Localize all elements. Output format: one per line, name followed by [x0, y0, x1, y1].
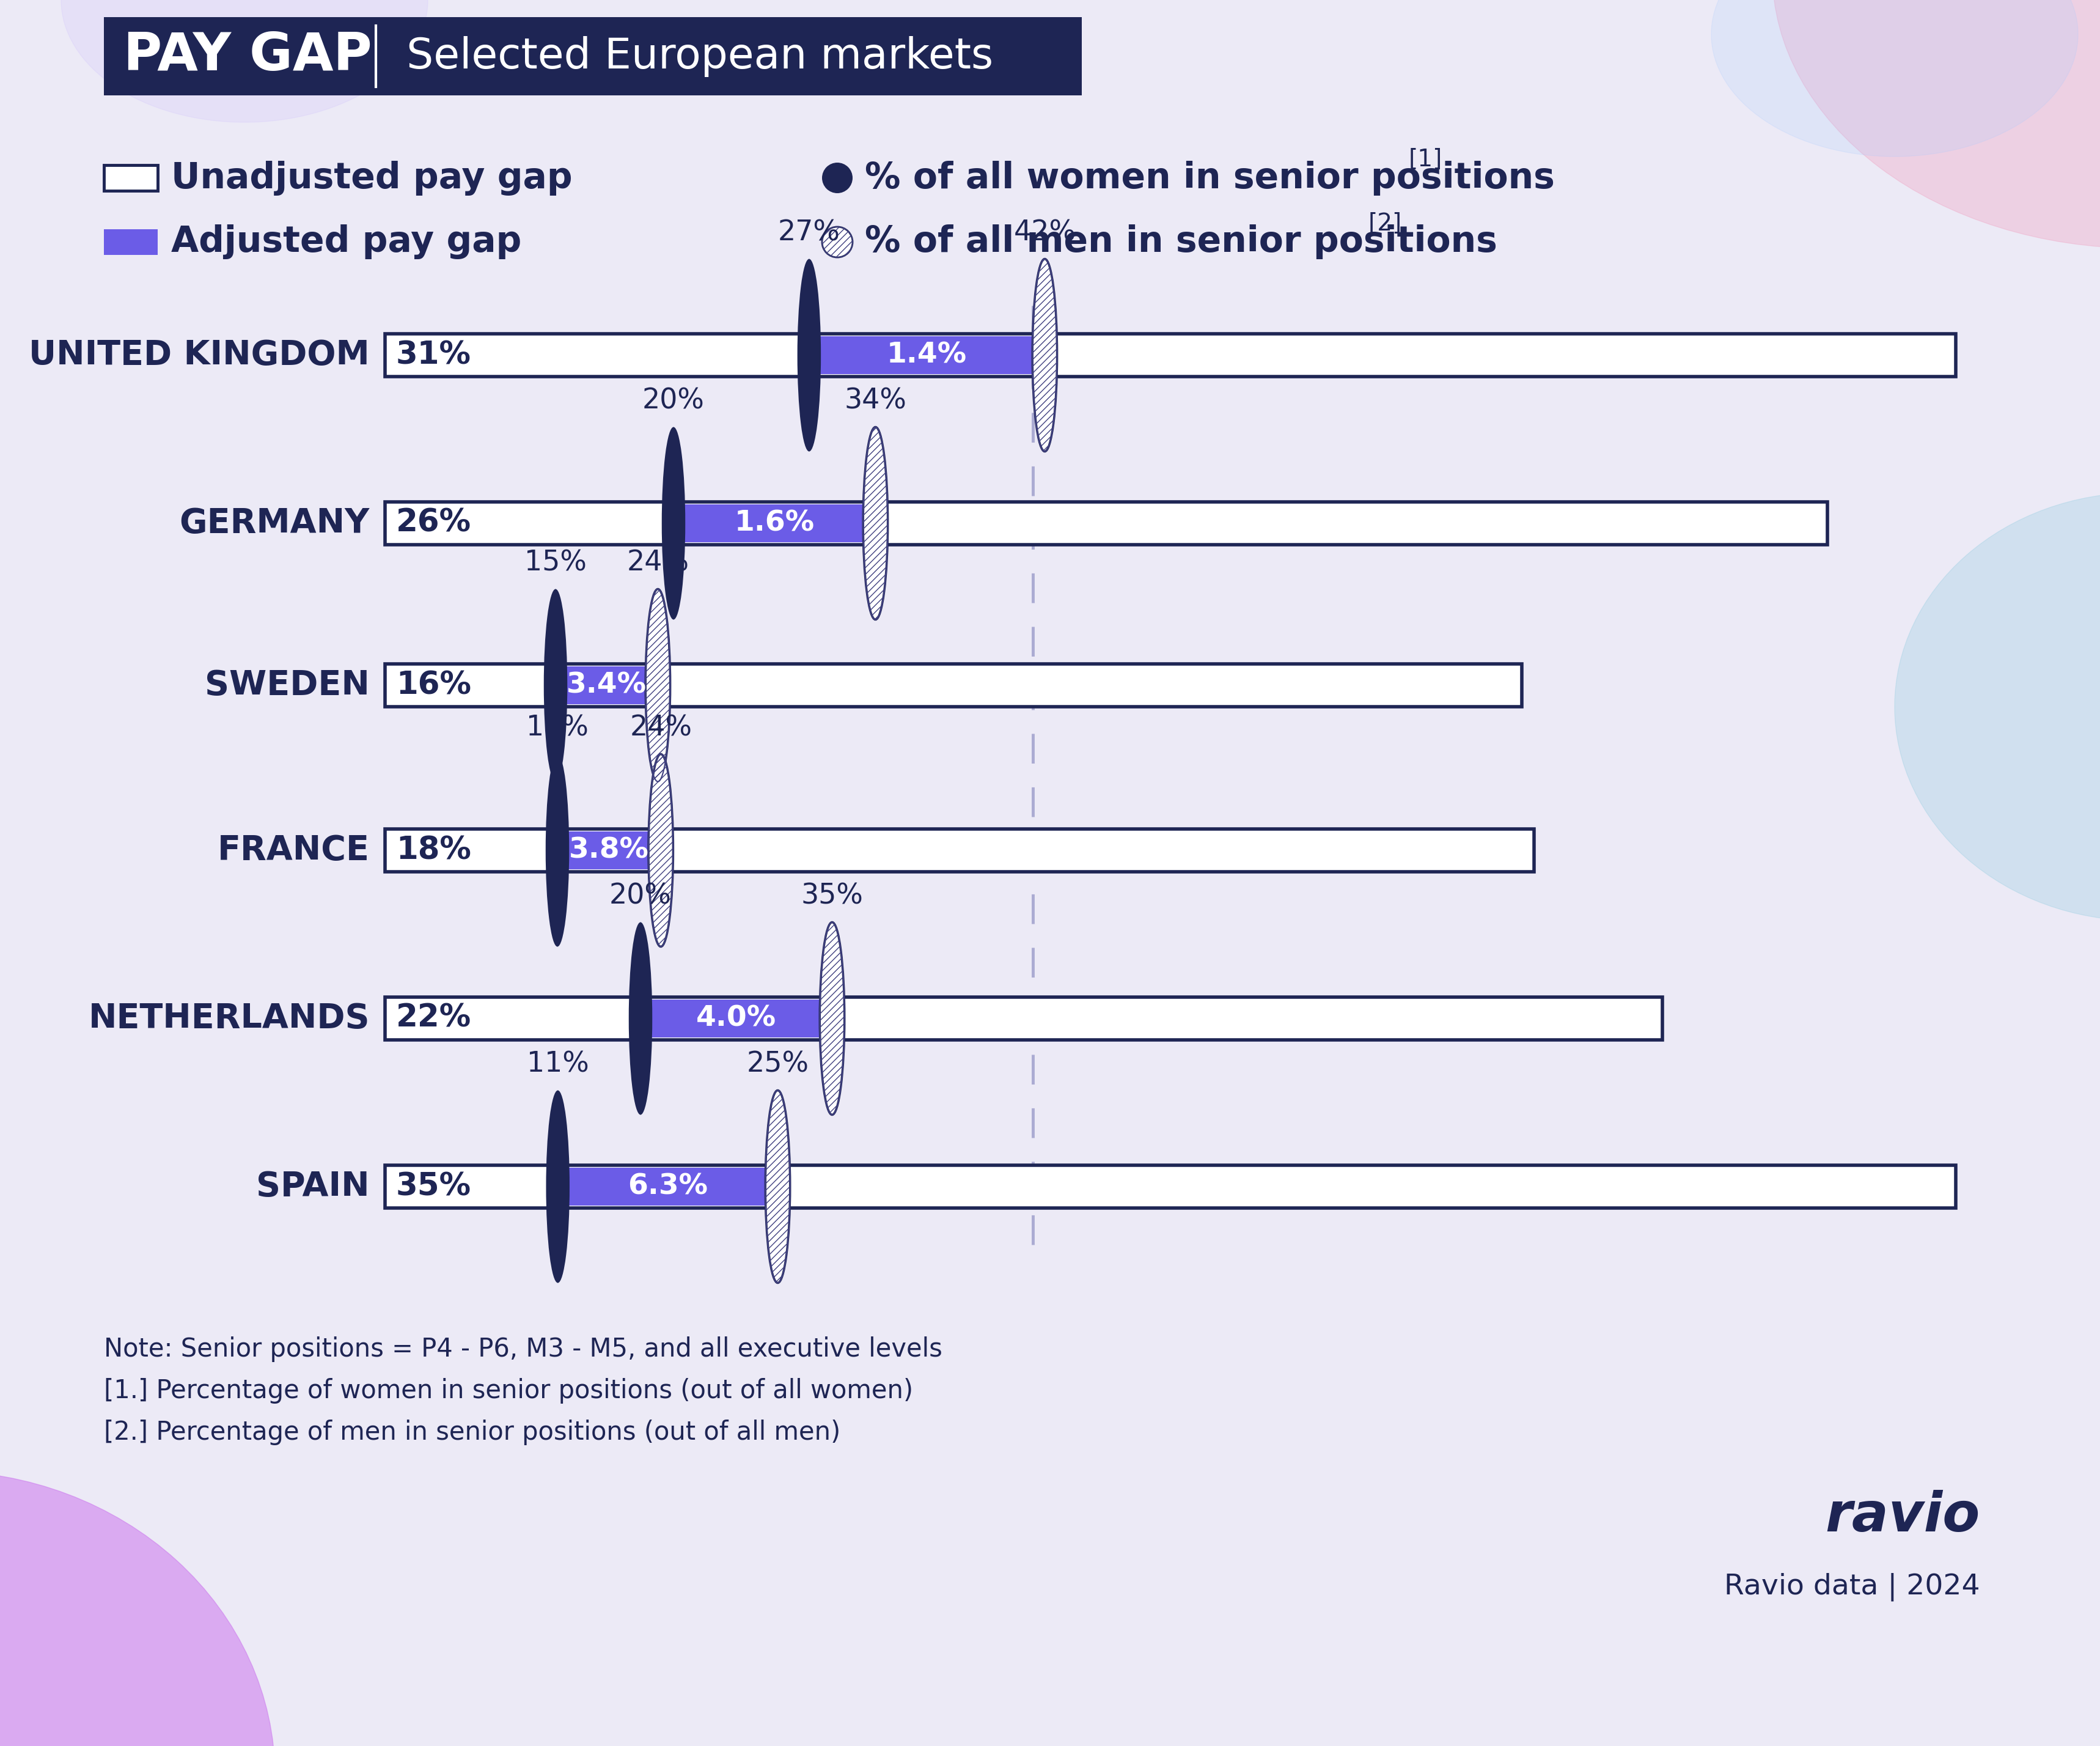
Ellipse shape [1031, 258, 1056, 452]
FancyBboxPatch shape [384, 829, 1533, 871]
Ellipse shape [662, 428, 685, 620]
Ellipse shape [628, 922, 653, 1114]
Text: GERMANY: GERMANY [178, 506, 370, 540]
Ellipse shape [61, 0, 428, 122]
Text: Selected European markets: Selected European markets [393, 35, 993, 77]
Text: 35%: 35% [397, 1172, 470, 1201]
Text: 35%: 35% [800, 882, 863, 910]
Ellipse shape [645, 588, 670, 782]
Text: [2]: [2] [1367, 211, 1403, 236]
Text: Adjusted pay gap: Adjusted pay gap [170, 225, 521, 260]
FancyBboxPatch shape [103, 229, 158, 255]
Text: FRANCE: FRANCE [218, 835, 370, 866]
Ellipse shape [546, 754, 569, 946]
Text: 25%: 25% [746, 1051, 809, 1077]
Text: SWEDEN: SWEDEN [206, 669, 370, 702]
Text: Note: Senior positions = P4 - P6, M3 - M5, and all executive levels: Note: Senior positions = P4 - P6, M3 - M… [103, 1336, 943, 1362]
Text: [1]: [1] [1409, 148, 1443, 171]
FancyBboxPatch shape [384, 1165, 1955, 1208]
Text: Ravio data | 2024: Ravio data | 2024 [1724, 1573, 1980, 1601]
Text: 22%: 22% [397, 1004, 470, 1034]
FancyBboxPatch shape [384, 333, 1955, 377]
Text: [2.] Percentage of men in senior positions (out of all men): [2.] Percentage of men in senior positio… [103, 1419, 840, 1446]
Text: 15%: 15% [527, 714, 588, 742]
FancyBboxPatch shape [674, 505, 876, 543]
FancyBboxPatch shape [384, 997, 1661, 1041]
Ellipse shape [819, 922, 844, 1114]
Text: 24%: 24% [626, 550, 689, 576]
FancyBboxPatch shape [384, 501, 1827, 545]
Text: 1.4%: 1.4% [886, 342, 966, 368]
Ellipse shape [1712, 0, 2077, 157]
Text: 31%: 31% [397, 340, 470, 370]
Text: 20%: 20% [643, 388, 704, 416]
Ellipse shape [821, 162, 853, 194]
Text: PAY GAP: PAY GAP [124, 31, 372, 82]
FancyBboxPatch shape [557, 831, 662, 870]
Ellipse shape [1894, 492, 2100, 920]
Text: 42%: 42% [1014, 220, 1075, 246]
Ellipse shape [1772, 0, 2100, 248]
Ellipse shape [544, 588, 567, 782]
Text: NETHERLANDS: NETHERLANDS [88, 1002, 370, 1035]
Text: 4.0%: 4.0% [695, 1004, 777, 1032]
Text: [1.] Percentage of women in senior positions (out of all women): [1.] Percentage of women in senior posit… [103, 1378, 914, 1404]
Text: % of all women in senior positions: % of all women in senior positions [865, 161, 1554, 196]
Text: 11%: 11% [527, 1051, 588, 1077]
Ellipse shape [649, 754, 672, 946]
Text: Unadjusted pay gap: Unadjusted pay gap [170, 161, 573, 196]
FancyBboxPatch shape [103, 166, 158, 190]
Text: 24%: 24% [630, 714, 691, 742]
Text: 3.4%: 3.4% [567, 672, 647, 698]
Ellipse shape [821, 227, 853, 257]
Text: 26%: 26% [397, 508, 470, 538]
Text: UNITED KINGDOM: UNITED KINGDOM [29, 339, 370, 372]
FancyBboxPatch shape [554, 667, 657, 704]
Text: 15%: 15% [525, 550, 586, 576]
FancyBboxPatch shape [809, 337, 1044, 374]
Text: ravio: ravio [1825, 1489, 1980, 1543]
Text: 3.8%: 3.8% [569, 836, 649, 864]
Text: SPAIN: SPAIN [256, 1170, 370, 1203]
FancyBboxPatch shape [384, 663, 1520, 707]
Ellipse shape [798, 258, 821, 452]
Ellipse shape [0, 1470, 275, 1746]
Text: 1.6%: 1.6% [735, 510, 815, 538]
Text: 20%: 20% [609, 882, 672, 910]
Text: 16%: 16% [397, 670, 470, 700]
Text: 27%: 27% [777, 220, 840, 246]
Text: 34%: 34% [844, 388, 907, 416]
Ellipse shape [764, 1090, 790, 1283]
Text: % of all men in senior positions: % of all men in senior positions [865, 225, 1497, 260]
Ellipse shape [863, 428, 888, 620]
FancyBboxPatch shape [559, 1168, 777, 1205]
FancyBboxPatch shape [640, 999, 832, 1037]
Ellipse shape [546, 1090, 569, 1283]
FancyBboxPatch shape [103, 17, 1082, 96]
Text: 18%: 18% [397, 835, 470, 866]
Text: 6.3%: 6.3% [628, 1173, 708, 1201]
